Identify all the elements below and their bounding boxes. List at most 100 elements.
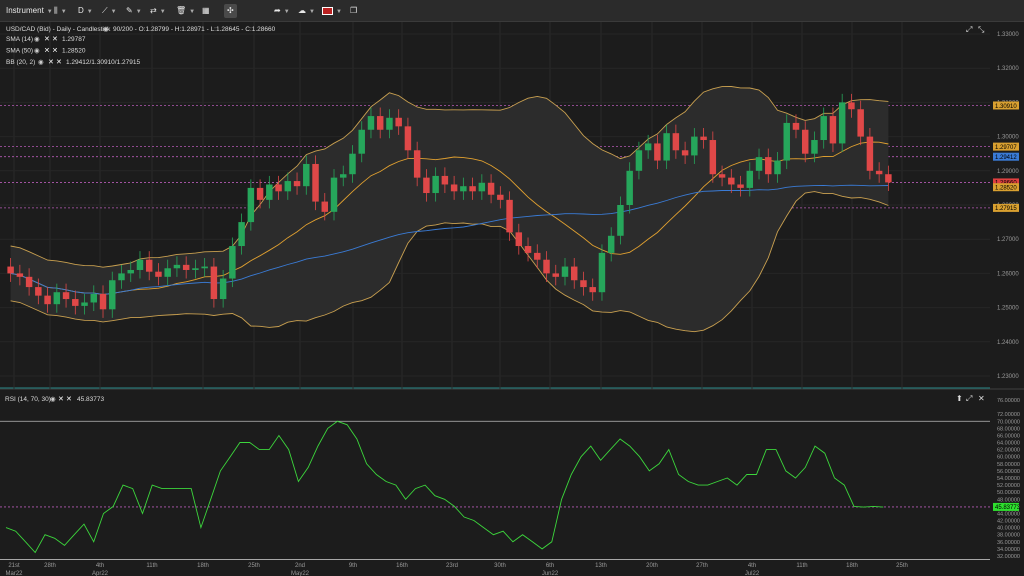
x-tick-label: 23rd <box>446 563 458 569</box>
instrument-menu[interactable]: Instrument ▼ <box>6 4 53 18</box>
candle <box>367 107 375 139</box>
y-tick-label: 1.32000 <box>997 66 1019 72</box>
x-tick-label: 4th <box>96 563 104 569</box>
popout-icon[interactable]: ❐ <box>350 6 358 15</box>
x-tick-label: 18th <box>846 563 858 569</box>
candle <box>145 251 153 281</box>
bollinger-lower-line <box>10 191 889 333</box>
x-tick-sublabel: Jun22 <box>542 571 559 576</box>
share-icon[interactable]: ➦ ▼ <box>274 6 290 15</box>
candle <box>607 227 615 262</box>
candle <box>450 175 458 200</box>
candle <box>580 271 587 296</box>
candle-body <box>644 143 652 151</box>
candle <box>229 237 236 288</box>
indicator-label: SMA (14) <box>6 36 33 43</box>
candle <box>700 128 707 149</box>
candle <box>524 237 532 262</box>
price-label: 1.29412 <box>995 155 1017 161</box>
candle <box>293 172 301 195</box>
candle-body <box>275 184 282 192</box>
flag-uk-icon[interactable]: ▼ <box>322 4 342 18</box>
rsi-y-tick: 52.00000 <box>997 483 1020 489</box>
rsi-y-tick: 58.00000 <box>997 462 1020 468</box>
candle <box>811 131 818 163</box>
candle <box>432 167 439 202</box>
candle-body <box>127 269 134 274</box>
candle <box>848 93 855 118</box>
eye-icon: ◉ <box>34 36 40 43</box>
trash-icon[interactable]: 🗑 ▼ <box>176 6 196 15</box>
y-tick-label: 1.24000 <box>997 340 1019 346</box>
candle <box>266 175 273 209</box>
rsi-y-tick: 36.00000 <box>997 540 1020 546</box>
close-icon: ✕ <box>44 36 50 43</box>
theme-icon[interactable]: ☁ ▼ <box>298 6 315 15</box>
x-tick-label: 25th <box>248 563 260 569</box>
candle <box>654 134 661 170</box>
candle-body <box>173 264 181 269</box>
draw-line-icon[interactable]: ⟋ ▼ <box>102 6 117 15</box>
candle-body <box>866 136 874 171</box>
candle <box>386 109 393 139</box>
rsi-y-tick: 62.00000 <box>997 448 1020 454</box>
rsi-y-tick: 42.00000 <box>997 519 1020 525</box>
candle-body <box>386 117 393 130</box>
candle <box>469 177 476 200</box>
line-tools-icon[interactable]: ⇄ ▼ <box>150 6 166 15</box>
candle <box>543 251 550 282</box>
bollinger-upper-line <box>10 86 889 268</box>
candle-body <box>219 278 227 300</box>
candle <box>487 174 495 204</box>
candle-body <box>349 153 356 175</box>
candle <box>275 175 282 200</box>
crosshair-icon[interactable]: ✣ <box>224 4 237 18</box>
candle-body <box>99 293 107 310</box>
candles-icon[interactable]: ⫼ ▼ <box>54 6 67 15</box>
candle <box>340 165 347 187</box>
candle-body <box>330 177 338 212</box>
candle <box>247 179 255 231</box>
candle-body <box>598 252 606 293</box>
candle <box>358 121 365 163</box>
rsi-y-tick: 48.00000 <box>997 497 1020 503</box>
rsi-y-tick: 60.00000 <box>997 455 1020 461</box>
indicator-label: BB (20, 2) <box>6 59 35 66</box>
candle-body <box>792 122 800 130</box>
rsi-y-tick: 38.00000 <box>997 533 1020 539</box>
candle <box>256 179 264 209</box>
candle-body <box>155 271 162 277</box>
period-menu[interactable]: D ▼ <box>78 6 93 15</box>
candle-body <box>709 140 717 175</box>
candle <box>413 141 421 187</box>
x-tick-label: 18th <box>197 563 209 569</box>
arrow-up-icon: ⬆ <box>956 394 963 403</box>
sma50-line <box>10 184 889 295</box>
x-tick-label: 11th <box>146 563 157 569</box>
candle-body <box>53 292 61 305</box>
candle <box>395 109 402 135</box>
candle <box>792 114 800 139</box>
x-tick-sublabel: Jul22 <box>745 571 760 576</box>
panel-divider <box>0 388 1024 390</box>
candle <box>801 121 809 163</box>
candle-body <box>737 184 744 188</box>
candle-body <box>561 266 569 277</box>
candle <box>173 256 181 277</box>
candle-body <box>672 133 680 151</box>
layout-icon[interactable]: ▦ <box>202 6 210 15</box>
candle-body <box>755 157 763 171</box>
candle-body <box>35 287 42 296</box>
candle <box>709 131 717 183</box>
candle <box>765 148 772 183</box>
chart-area[interactable]: 1.330001.320001.310001.300001.290001.280… <box>0 22 1024 576</box>
x-tick-label: 27th <box>696 563 708 569</box>
candle-body <box>109 280 116 310</box>
pencil-icon[interactable]: ✎ ▼ <box>126 6 142 15</box>
candle <box>774 151 781 183</box>
x-tick-sublabel: Mar22 <box>5 571 23 576</box>
candle <box>515 223 523 255</box>
candle-body <box>192 268 199 270</box>
expand-icon: ⤢ <box>965 25 972 34</box>
candle-body <box>256 187 264 200</box>
